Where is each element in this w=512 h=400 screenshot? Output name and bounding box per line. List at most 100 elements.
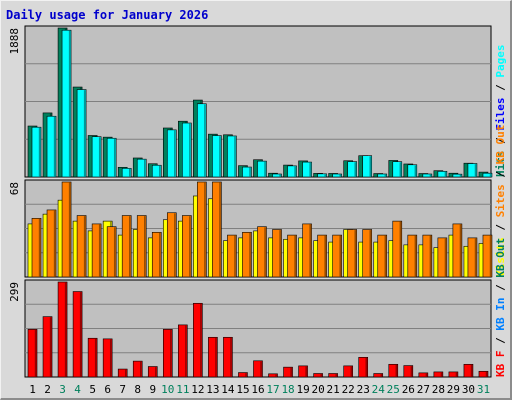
day-label-20: 20 <box>312 383 325 396</box>
bar-kb-f-day-13 <box>208 336 218 378</box>
bar-files-day-13 <box>212 135 222 178</box>
bar-sites-day-3 <box>61 181 72 278</box>
legend-entry: Visits <box>494 237 507 277</box>
day-label-12: 12 <box>191 383 204 396</box>
bar-kb-f-day-22 <box>343 365 353 378</box>
legend-entry: KB Out <box>494 125 507 165</box>
bar-sites-day-25 <box>392 220 403 278</box>
chart-title: Daily usage for January 2026 <box>6 8 208 22</box>
bar-sites-day-21 <box>332 234 342 278</box>
day-label-21: 21 <box>327 383 340 396</box>
bar-sites-day-26 <box>407 234 418 278</box>
bar-files-day-22 <box>347 161 357 178</box>
panel-visits: 68 Visits / Sites / KB Out <box>8 125 507 278</box>
bar-kb-f-day-30 <box>463 363 474 378</box>
bar-kb-f-day-19 <box>298 365 308 378</box>
day-label-3: 3 <box>59 383 66 396</box>
bar-sites-day-24 <box>377 234 388 278</box>
bar-files-day-25 <box>392 161 403 178</box>
day-label-15: 15 <box>236 383 249 396</box>
bar-files-day-23 <box>362 155 373 178</box>
day-label-23: 23 <box>357 383 370 396</box>
bar-kb-f-day-5 <box>87 337 98 378</box>
bar-kb-f-day-11 <box>178 324 188 378</box>
bar-kb-f-day-6 <box>102 338 113 378</box>
bar-sites-day-28 <box>437 237 448 278</box>
bar-files-day-8 <box>136 158 147 178</box>
bar-sites-day-17 <box>272 229 282 278</box>
bar-sites-day-30 <box>467 237 478 278</box>
bar-files-day-29 <box>452 173 463 178</box>
bar-sites-day-7 <box>121 215 132 278</box>
bar-sites-day-31 <box>482 234 493 278</box>
legend-entry: Hits <box>494 151 507 178</box>
bar-files-day-28 <box>437 171 448 178</box>
bar-files-day-20 <box>317 173 327 178</box>
bar-files-day-15 <box>242 166 252 178</box>
day-label-2: 2 <box>44 383 51 396</box>
bar-files-day-14 <box>227 135 237 178</box>
bar-kb-f-day-26 <box>403 365 414 378</box>
series-legend: Visits / Sites / KB Out <box>494 125 507 277</box>
legend-entry: / <box>494 164 507 184</box>
legend-entry: KB In <box>494 298 507 331</box>
bar-kb-f-day-9 <box>147 366 158 378</box>
bar-files-day-10 <box>166 129 177 178</box>
day-label-10: 10 <box>161 383 174 396</box>
day-label-31: 31 <box>477 383 490 396</box>
bar-sites-day-8 <box>136 215 147 278</box>
bar-kb-f-day-12 <box>193 302 203 378</box>
bar-kb-f-day-14 <box>223 336 233 378</box>
bar-sites-day-6 <box>106 226 117 278</box>
day-label-13: 13 <box>206 383 219 396</box>
panel-hits: 1888 Hits / Files / Pages <box>8 25 507 178</box>
bar-files-day-21 <box>332 173 342 178</box>
bar-kb-f-day-18 <box>283 366 293 378</box>
bar-kb-f-day-28 <box>433 371 444 378</box>
day-label-26: 26 <box>402 383 415 396</box>
legend-entry: KB Out <box>494 238 507 278</box>
bar-sites-day-11 <box>182 215 192 278</box>
bar-sites-day-14 <box>227 234 237 278</box>
series-legend: KB F / KB In / KB Out <box>494 238 507 377</box>
bar-sites-day-15 <box>242 231 252 278</box>
bar-sites-day-27 <box>422 234 433 278</box>
bar-kb-f-day-16 <box>253 360 263 378</box>
bar-files-day-31 <box>482 172 493 178</box>
bar-sites-day-4 <box>76 215 87 278</box>
bar-sites-day-23 <box>362 229 373 278</box>
series-legend: Hits / Files / Pages <box>494 45 507 178</box>
bar-kb-f-day-25 <box>388 363 399 378</box>
bar-files-day-26 <box>407 164 418 178</box>
bar-sites-day-29 <box>452 223 463 278</box>
bar-kb-f-day-4 <box>72 291 83 378</box>
bar-kb-f-day-2 <box>42 316 53 378</box>
legend-entry: / <box>494 278 507 298</box>
day-label-9: 9 <box>149 383 156 396</box>
day-label-27: 27 <box>417 383 430 396</box>
bar-kb-f-day-24 <box>373 373 384 378</box>
bar-files-day-16 <box>257 160 267 178</box>
bar-kb-f-day-29 <box>448 371 459 378</box>
day-label-14: 14 <box>221 383 235 396</box>
legend-entry: KB F <box>494 351 507 378</box>
legend-entry: Sites <box>494 184 507 217</box>
bar-files-day-30 <box>467 163 478 178</box>
day-label-28: 28 <box>432 383 445 396</box>
bar-files-day-5 <box>91 136 102 178</box>
bar-kb-f-day-3 <box>57 281 68 378</box>
day-label-4: 4 <box>74 383 81 396</box>
legend-entry: Pages <box>494 45 507 78</box>
bar-kb-f-day-1 <box>27 329 38 378</box>
bar-kb-f-day-20 <box>313 373 323 378</box>
bar-kb-f-day-7 <box>117 368 128 378</box>
bar-sites-day-5 <box>91 223 102 278</box>
legend-entry: Files <box>494 98 507 131</box>
bar-kb-f-day-8 <box>132 360 143 378</box>
day-label-24: 24 <box>372 383 386 396</box>
bar-kb-f-day-23 <box>358 357 369 378</box>
legend-entry: / <box>494 131 507 151</box>
bar-sites-day-20 <box>317 234 327 278</box>
y-max-label: 68 <box>8 182 21 195</box>
